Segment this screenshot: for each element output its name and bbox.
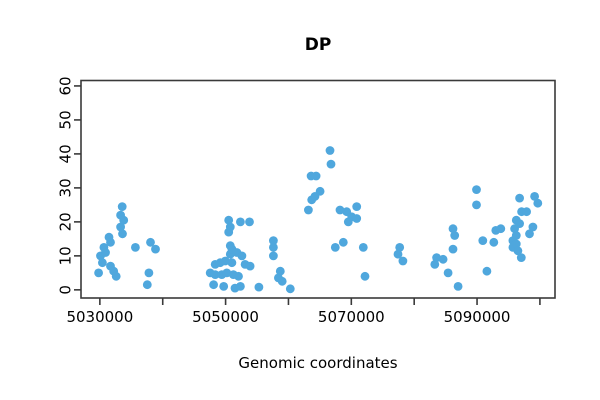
- data-point: [338, 237, 348, 247]
- data-point: [220, 256, 230, 266]
- data-point: [225, 222, 235, 232]
- data-point: [522, 207, 531, 217]
- data-point: [326, 159, 336, 169]
- data-point: [101, 248, 110, 257]
- data-point: [119, 215, 129, 225]
- data-point: [335, 205, 345, 215]
- data-point: [515, 193, 524, 203]
- data-point: [438, 254, 448, 264]
- data-point: [482, 266, 492, 276]
- data-point: [236, 282, 245, 291]
- y-tick-label: 20: [56, 212, 74, 231]
- plot-frame: [80, 79, 556, 299]
- data-point: [144, 268, 154, 278]
- data-point: [94, 268, 103, 278]
- data-point: [254, 282, 264, 292]
- x-tick-label: 5090000: [444, 308, 511, 326]
- data-point: [275, 266, 285, 276]
- y-tick-label: 10: [56, 246, 74, 265]
- data-point: [489, 237, 499, 247]
- data-point: [430, 260, 440, 269]
- chart-title: DP: [305, 35, 332, 55]
- data-point: [448, 224, 458, 234]
- data-point: [472, 185, 481, 195]
- data-point: [224, 215, 234, 225]
- data-point: [450, 231, 460, 240]
- y-tick-label: 50: [56, 110, 74, 129]
- data-point: [116, 222, 125, 232]
- data-point: [525, 229, 534, 239]
- y-tick-label: 60: [56, 76, 74, 95]
- data-point: [106, 237, 115, 247]
- data-point: [269, 236, 278, 246]
- data-point: [443, 268, 453, 278]
- data-point: [311, 171, 321, 181]
- data-point: [516, 253, 526, 262]
- data-point: [325, 146, 335, 155]
- data-point: [393, 249, 403, 259]
- data-point: [234, 271, 243, 281]
- data-point: [360, 271, 370, 281]
- data-point: [358, 243, 368, 252]
- data-point: [511, 231, 521, 240]
- data-point: [111, 271, 121, 281]
- data-point: [304, 205, 313, 215]
- data-point: [530, 192, 539, 201]
- data-point: [131, 243, 140, 252]
- data-point: [453, 282, 463, 291]
- data-point: [269, 243, 278, 252]
- y-tick-label: 40: [56, 144, 74, 163]
- data-point: [352, 202, 362, 212]
- data-point: [515, 219, 524, 229]
- x-tick-label: 5050000: [192, 308, 259, 326]
- data-point: [117, 202, 127, 212]
- x-axis-label: Genomic coordinates: [238, 354, 397, 372]
- data-point: [395, 243, 405, 252]
- data-point: [398, 256, 408, 266]
- data-points-layer: [94, 146, 543, 294]
- data-point: [478, 236, 488, 246]
- data-point: [236, 217, 245, 227]
- data-point: [118, 229, 127, 239]
- data-point: [222, 268, 232, 278]
- axes-layer: 5030000 5050000 5070000 5090000 0 10 20 30 40 50 6…: [56, 76, 556, 326]
- data-point: [511, 239, 521, 249]
- y-tick-label: 30: [56, 178, 74, 197]
- data-point: [151, 244, 160, 254]
- data-point: [513, 246, 523, 256]
- data-point: [237, 251, 247, 261]
- data-point: [330, 243, 340, 252]
- data-point: [227, 258, 237, 268]
- data-point: [269, 251, 278, 261]
- data-point: [210, 270, 220, 279]
- data-point: [142, 280, 152, 290]
- data-point: [352, 214, 362, 223]
- data-point: [285, 284, 295, 294]
- data-point: [245, 217, 254, 227]
- y-tick-label: 0: [56, 285, 74, 295]
- data-point: [496, 224, 506, 234]
- data-point: [448, 244, 458, 254]
- data-point: [245, 261, 255, 271]
- data-point: [146, 237, 155, 247]
- x-tick-label: 5070000: [318, 308, 385, 326]
- data-point: [277, 276, 287, 286]
- data-point: [533, 198, 543, 208]
- data-point: [528, 222, 538, 232]
- data-point: [209, 280, 219, 290]
- data-point: [472, 200, 481, 210]
- x-tick-label: 5030000: [66, 308, 133, 326]
- data-point: [98, 258, 107, 268]
- data-point: [219, 282, 229, 291]
- data-point: [315, 186, 325, 196]
